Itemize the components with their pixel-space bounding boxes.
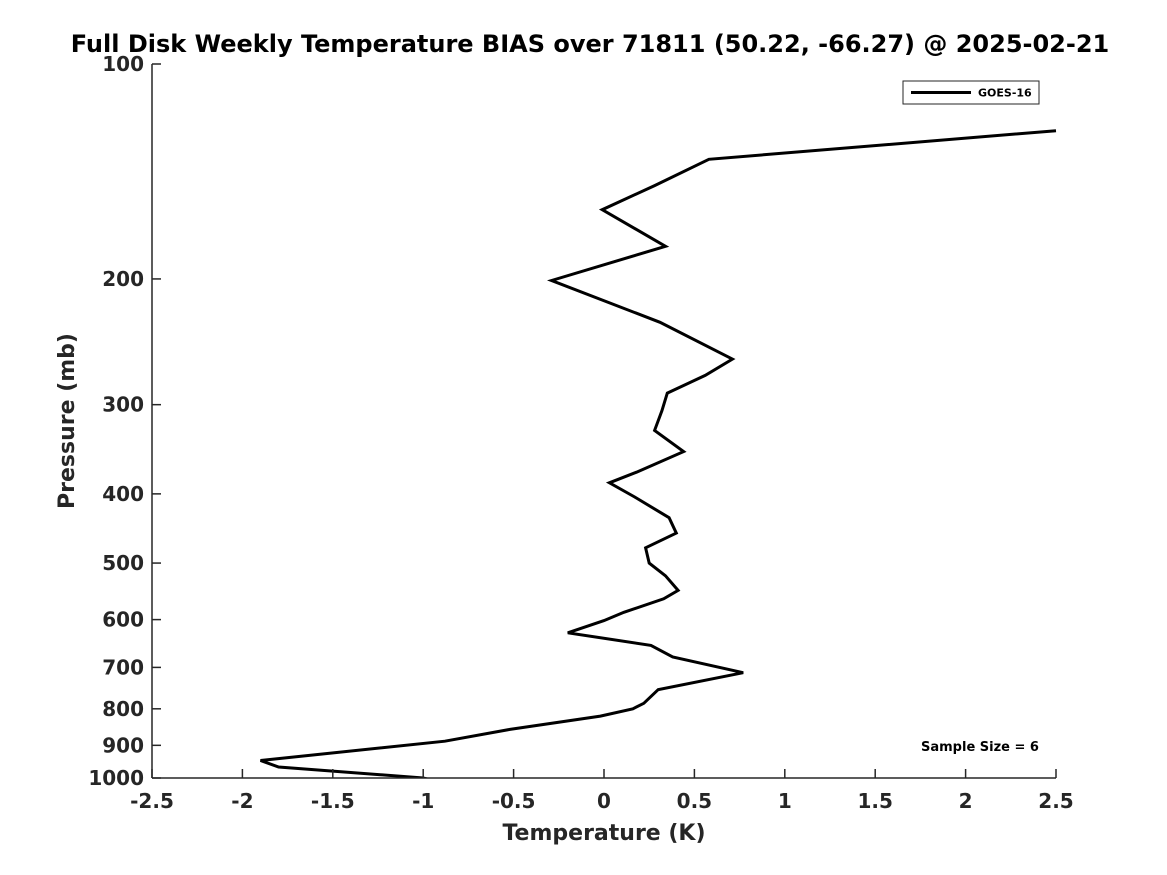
x-tick-label: 1 <box>778 789 792 813</box>
y-tick-label: 200 <box>102 267 144 291</box>
legend-entry-goes-16: GOES-16 <box>978 87 1032 100</box>
x-tick-label: 2 <box>959 789 973 813</box>
x-tick-label: -1 <box>412 789 434 813</box>
x-tick-label: 2.5 <box>1038 789 1073 813</box>
x-tick-label: -2.5 <box>130 789 174 813</box>
y-tick-label: 800 <box>102 697 144 721</box>
y-tick-label: 1000 <box>88 766 144 790</box>
x-tick-label: -1.5 <box>311 789 355 813</box>
x-axis-label: Temperature (K) <box>502 821 705 846</box>
x-tick-label: 0.5 <box>677 789 712 813</box>
series-line-goes-16 <box>259 129 1057 778</box>
legend: GOES-16 <box>902 80 1040 105</box>
x-axis-ticks: -2.5 -2 -1.5 -1 -0.5 0 0.5 1 1.5 2 2.5 <box>130 769 1074 813</box>
x-tick-label: -2 <box>231 789 253 813</box>
plot-area <box>152 64 1056 778</box>
x-tick-label: 1.5 <box>857 789 892 813</box>
y-axis-label: Pressure (mb) <box>55 333 80 509</box>
x-tick-label: 0 <box>597 789 611 813</box>
y-tick-label: 300 <box>102 393 144 417</box>
y-tick-label: 900 <box>102 733 144 757</box>
y-axis-ticks: 100 200 300 400 500 600 700 800 900 1000 <box>88 52 161 790</box>
sample-size-annotation: Sample Size = 6 <box>921 740 1039 755</box>
y-tick-label: 500 <box>102 551 144 575</box>
chart-title: Full Disk Weekly Temperature BIAS over 7… <box>71 30 1110 58</box>
y-tick-label: 100 <box>102 52 144 76</box>
y-tick-label: 600 <box>102 608 144 632</box>
data-series-layer <box>259 129 1057 778</box>
x-tick-label: -0.5 <box>492 789 536 813</box>
y-tick-label: 400 <box>102 482 144 506</box>
y-tick-label: 700 <box>102 655 144 679</box>
